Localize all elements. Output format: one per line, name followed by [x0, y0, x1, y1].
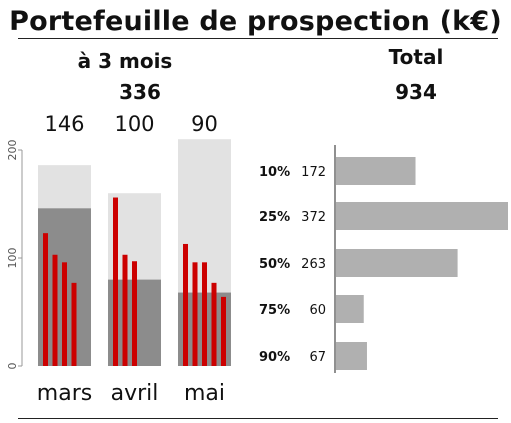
hbar-25pct [336, 202, 508, 230]
y-tick-label: 200 [6, 140, 19, 161]
hbar-75pct [336, 295, 364, 323]
hbar-value-label: 372 [301, 210, 326, 225]
percent-label: 90% [259, 350, 290, 365]
percent-label: 75% [259, 303, 290, 318]
chart-title: Portefeuille de prospection (k€) [9, 6, 502, 37]
detail-bar-mars [52, 254, 58, 366]
left-header-total: 336 [119, 80, 161, 104]
y-tick-label: 100 [6, 248, 19, 269]
right-header-label: Total [388, 45, 444, 69]
value-label-avril: 100 [114, 112, 154, 136]
hbar-10pct [336, 157, 416, 185]
month-label-avril: avril [111, 381, 159, 406]
hbar-value-label: 67 [309, 350, 326, 365]
detail-bar-mai [183, 243, 188, 366]
title-underline [18, 38, 498, 39]
percent-label: 10% [259, 165, 290, 180]
hbar-value-label: 263 [301, 257, 326, 272]
y-tick-label: 0 [6, 363, 19, 370]
month-label-mai: mai [184, 381, 225, 406]
detail-bar-mars [71, 282, 77, 366]
right-header-total: 934 [395, 80, 437, 104]
hbar-value-label: 60 [309, 303, 326, 318]
value-label-mai: 90 [191, 112, 218, 136]
detail-bar-mars [62, 262, 67, 366]
detail-bar-avril [113, 197, 118, 366]
month-label-mars: mars [37, 381, 92, 406]
value-label-mars: 146 [44, 112, 84, 136]
detail-bar-mai [211, 282, 217, 366]
detail-bar-mai [202, 262, 207, 366]
detail-bar-mai [221, 296, 226, 366]
detail-bar-mai [192, 262, 198, 366]
hbar-90pct [336, 342, 367, 370]
hbar-50pct [336, 249, 458, 277]
left-header-label: à 3 mois [77, 49, 173, 73]
hbar-value-label: 172 [301, 165, 326, 180]
percent-label: 50% [259, 257, 290, 272]
detail-bar-avril [122, 254, 128, 366]
percent-label: 25% [259, 210, 290, 225]
bottom-border [18, 418, 498, 419]
detail-bar-avril [132, 261, 137, 366]
detail-bar-mars [43, 233, 48, 366]
